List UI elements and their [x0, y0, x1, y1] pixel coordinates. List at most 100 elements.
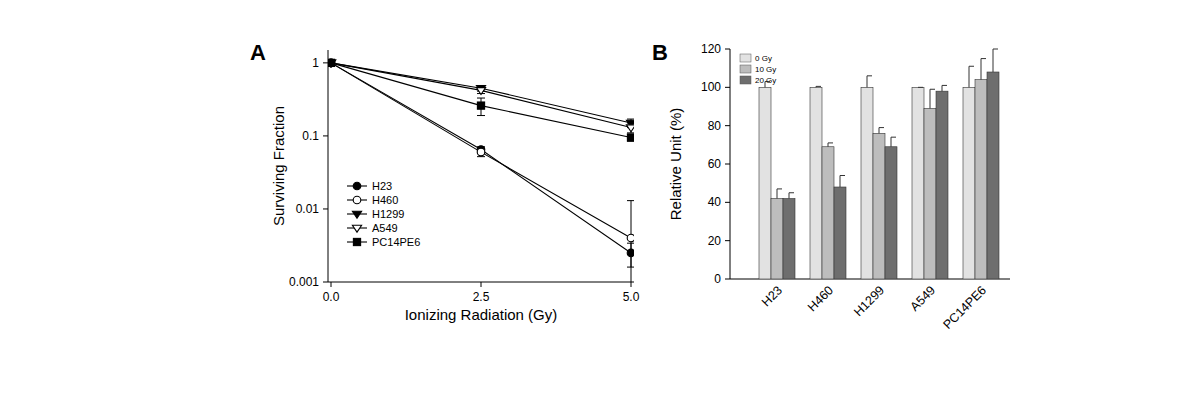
x-axis-label: Ionizing Radiation (Gy) [405, 306, 558, 323]
panel-a: A0.0010.010.110.02.55.0Ionizing Radiatio… [250, 40, 640, 323]
y-tick [323, 135, 328, 136]
panel-b: B020406080100120Relative Unit (%)H23H460… [652, 40, 1010, 332]
marker [626, 125, 634, 132]
error-cap [969, 66, 974, 67]
legend-swatch [740, 76, 751, 84]
plot-area [759, 49, 999, 279]
series-line [331, 63, 631, 138]
error-cap [627, 119, 634, 120]
error-bar [993, 49, 998, 72]
error-bar [840, 176, 845, 188]
bar [963, 87, 975, 279]
error-cap [477, 98, 485, 99]
bar [924, 108, 936, 279]
error-bar [879, 128, 884, 134]
plot-area [328, 59, 634, 282]
y-tick-label: 0.01 [296, 202, 320, 216]
error-cap [942, 85, 947, 86]
y-tick [323, 62, 328, 63]
error-cap [627, 123, 634, 124]
legend-label: 20 Gy [755, 76, 776, 85]
x-tick-label: 5.0 [623, 290, 640, 304]
error-bar [627, 201, 634, 282]
error-cap [840, 175, 845, 176]
legend-swatch [740, 54, 751, 62]
x-tick [331, 282, 332, 287]
bar [771, 199, 783, 280]
series-line [331, 63, 631, 238]
panel-label: A [250, 40, 266, 65]
y-tick [323, 282, 328, 283]
legend: H23H460H1299A549PC14PE6 [347, 180, 420, 248]
y-tick [725, 279, 730, 280]
error-line [993, 49, 994, 72]
error-bar [816, 86, 821, 88]
x-tick-label: 2.5 [473, 290, 490, 304]
series-line [331, 63, 631, 128]
marker [477, 102, 484, 109]
legend-marker [352, 225, 361, 232]
error-line [879, 128, 880, 134]
error-bar [627, 134, 634, 141]
error-cap [627, 132, 634, 133]
marker [627, 234, 634, 242]
error-cap [777, 188, 782, 189]
legend-marker [353, 238, 360, 245]
error-bar [942, 85, 947, 91]
panel-label: B [652, 40, 668, 65]
y-tick [725, 240, 730, 241]
legend-marker [352, 211, 361, 218]
marker [477, 148, 485, 156]
marker [476, 88, 485, 95]
error-cap [981, 58, 986, 59]
bar [936, 91, 948, 279]
error-bar [477, 148, 485, 157]
marker [328, 60, 336, 67]
error-bar [981, 59, 986, 80]
x-tick-label: H460 [805, 283, 836, 314]
x-tick-label: 0.0 [323, 290, 340, 304]
bar [873, 133, 885, 279]
y-tick [323, 208, 328, 209]
bar [822, 147, 834, 279]
error-line [891, 137, 892, 147]
legend-label: 10 Gy [755, 65, 776, 74]
error-cap [993, 49, 998, 50]
error-bar [930, 89, 935, 108]
error-bar [777, 189, 782, 199]
y-axis-label: Surviving Fraction [270, 106, 287, 226]
error-bar [789, 193, 794, 199]
error-bar [867, 76, 872, 88]
x-tick [481, 282, 482, 287]
legend-label: H460 [372, 194, 398, 206]
bar [861, 87, 873, 279]
error-line [840, 176, 841, 188]
y-tick [725, 87, 730, 88]
error-line [981, 59, 982, 80]
series-line [331, 63, 631, 123]
y-tick-label: 100 [701, 80, 721, 94]
x-tick [631, 282, 632, 287]
legend-label: A549 [372, 222, 398, 234]
y-tick-label: 60 [708, 157, 722, 171]
x-tick-label: PC14PE6 [940, 283, 989, 332]
error-line [789, 193, 790, 199]
y-tick [725, 125, 730, 126]
y-tick [725, 202, 730, 203]
legend-label: 0 Gy [755, 54, 772, 63]
marker [328, 59, 335, 67]
error-bar [828, 143, 833, 147]
bar [759, 87, 771, 279]
error-cap [789, 192, 794, 193]
bar [912, 87, 924, 279]
error-bar [477, 87, 485, 93]
bar [987, 72, 999, 279]
legend: 0 Gy 10 Gy 20 Gy [740, 54, 776, 85]
error-bar [891, 137, 896, 147]
bar [834, 187, 846, 279]
error-cap [867, 75, 872, 76]
x-tick-label: H23 [759, 283, 785, 309]
error-bar [627, 123, 634, 133]
error-cap [918, 87, 923, 88]
bar [810, 87, 822, 279]
